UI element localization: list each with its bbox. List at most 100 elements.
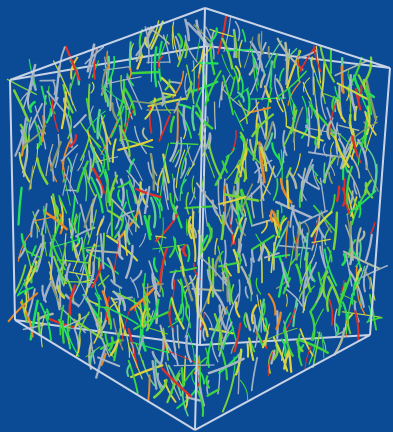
streamline [165,362,181,401]
streamline [279,177,293,204]
streamline [264,132,274,151]
streamline [151,359,158,390]
streamline [141,307,147,327]
streamline [104,168,110,204]
streamline [170,297,185,330]
streamline [270,235,278,274]
streamline [260,165,275,202]
streamline [186,21,211,47]
streamline [283,325,294,357]
streamline [154,358,162,390]
streamline [263,317,268,332]
streamline [50,195,57,234]
streamline [313,45,322,73]
cube-edge [199,45,208,346]
streamline [238,39,243,68]
streamline [107,55,116,83]
streamline [148,20,160,48]
streamline [301,228,306,249]
streamline [320,61,326,98]
streamline [130,342,135,354]
streamline [81,243,91,280]
streamline [284,41,289,84]
streamline [338,273,352,306]
streamline [192,211,196,241]
streamline [23,290,28,314]
streamline [310,56,316,73]
streamline [336,82,370,101]
streamline [173,177,179,202]
streamline [358,230,366,242]
streamline [40,85,47,105]
streamline [79,254,89,272]
streamline [206,268,216,291]
streamline [330,141,335,159]
streamline [97,274,110,287]
streamline [198,255,228,286]
streamline [90,176,104,214]
streamline [106,50,110,69]
streamline [287,236,295,277]
streamline [123,230,128,256]
streamline [172,149,180,163]
streamline [104,56,108,89]
streamline [281,99,288,128]
streamline [240,183,254,213]
streamline [334,86,342,103]
streamline [89,144,102,173]
streamline [323,162,326,179]
streamline [347,89,352,125]
streamline [157,80,164,105]
streamline [117,231,122,258]
streamline [218,261,239,268]
streamline [110,105,125,138]
streamline [89,194,98,231]
streamline [45,143,54,177]
streamline [364,233,373,262]
streamline [239,101,260,123]
streamline [233,110,244,132]
streamline [50,282,60,302]
streamline [299,328,314,357]
streamline [102,338,116,360]
streamline [251,234,275,250]
streamline [357,135,367,166]
streamline [275,78,285,100]
streamline [162,92,177,97]
streamline [174,136,183,168]
streamline [41,228,48,257]
streamline [128,158,136,175]
streamline [167,317,184,328]
streamline [50,96,59,117]
streamline [191,175,197,200]
streamline [151,272,161,298]
streamline [282,129,288,157]
streamline [32,143,39,173]
streamline [213,313,223,347]
streamline [130,43,134,61]
streamline [177,245,185,277]
streamline [250,304,258,325]
streamline [100,115,112,145]
streamline [333,327,346,356]
cube-front-edges [9,7,391,431]
streamline [69,153,78,192]
streamline [23,125,47,146]
streamline [28,58,37,88]
streamline [135,46,143,62]
streamline [348,269,365,308]
streamline [159,34,169,56]
streamline [175,149,186,189]
cube-edge [204,7,391,69]
streamline [168,237,177,258]
streamline [133,194,143,226]
streamline [304,345,312,372]
streamline [18,151,31,183]
streamline [138,233,147,248]
streamline [319,177,326,212]
streamline [360,265,388,279]
streamline [184,43,188,59]
streamline [117,189,124,205]
streamline [251,113,275,138]
